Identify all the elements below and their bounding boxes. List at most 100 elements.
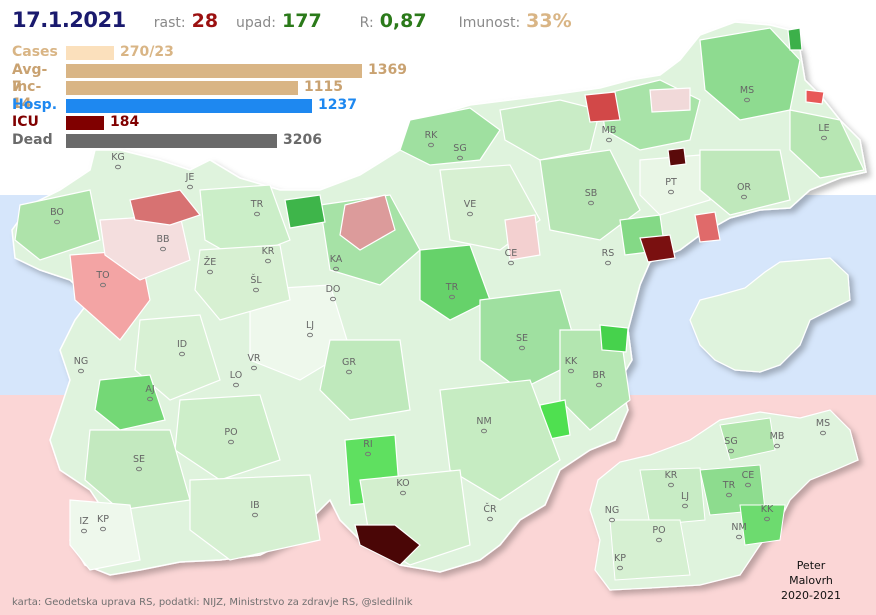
header: 17.1.2021 rast: 28 upad: 177 R: 0,87 Imu…	[12, 8, 572, 34]
main-city-dot	[100, 526, 106, 532]
main-city-dot	[307, 332, 313, 338]
bar-label: Inc-14	[12, 79, 42, 113]
main-city-dot	[606, 137, 612, 143]
region-ormoz	[699, 149, 791, 216]
region-gorje-green	[787, 27, 803, 51]
inset-label: MS	[816, 418, 830, 429]
main-label: KO	[396, 478, 409, 489]
main-label: NG	[74, 356, 88, 367]
date-label: 17.1.2021	[12, 8, 126, 32]
inset-city-dot	[736, 534, 742, 540]
main-city-dot	[508, 260, 514, 266]
main-city-dot	[519, 345, 525, 351]
bar-fill	[66, 98, 312, 113]
main-city-dot	[228, 439, 234, 445]
region-celje-pink	[504, 214, 541, 261]
region-koroska	[499, 99, 601, 161]
main-label: KK	[565, 356, 578, 367]
region-trzic	[284, 194, 326, 229]
main-label: MB	[602, 125, 617, 136]
main-city-dot	[115, 164, 121, 170]
main-label: TR	[250, 199, 264, 210]
inset-city-dot	[609, 517, 615, 523]
inset-region-c	[739, 504, 786, 546]
main-label: TO	[95, 270, 109, 281]
main-city-dot	[457, 155, 463, 161]
main-label: BR	[592, 370, 606, 381]
main-city-dot	[596, 382, 602, 388]
main-city-dot	[254, 211, 260, 217]
region-north-green	[399, 107, 501, 166]
main-label: DO	[326, 284, 341, 295]
inset-label: NM	[731, 522, 746, 533]
upad-label: upad:	[236, 15, 276, 31]
main-city-dot	[333, 266, 339, 272]
inset-label: SG	[724, 436, 737, 447]
region-lendava-red	[805, 89, 825, 105]
main-city-dot	[568, 368, 574, 374]
main-label: ŠL	[250, 274, 262, 286]
main-label: GR	[342, 357, 356, 368]
main-label: RK	[425, 130, 439, 141]
region-ajdovscina	[94, 374, 166, 431]
main-label: IZ	[79, 516, 89, 527]
region-slovenske-konjice-red	[694, 211, 721, 243]
bar-label: Dead	[12, 131, 53, 148]
rast-label: rast:	[153, 15, 186, 31]
region-podcetrtek-dark	[639, 234, 676, 263]
main-label: AJ	[145, 384, 154, 395]
inset-label: TR	[722, 480, 736, 491]
author-block: Peter Malovrh 2020-2021	[778, 558, 844, 603]
region-idrija	[134, 314, 221, 401]
inset-city-dot	[745, 482, 751, 488]
author-line3: 2020-2021	[781, 589, 841, 602]
bar-value: 1369	[368, 61, 407, 78]
region-brezice-green	[599, 324, 629, 353]
main-label: VE	[464, 199, 477, 210]
main-city-dot	[265, 258, 271, 264]
bar-label: Avg-7	[12, 61, 48, 95]
main-city-dot	[253, 287, 259, 293]
inset-label: KP	[614, 553, 626, 564]
main-city-dot	[330, 296, 336, 302]
region-kamnik-pink	[339, 194, 396, 251]
region-maribor-dark	[667, 147, 687, 167]
inset-city-dot	[764, 516, 770, 522]
bar-value: 1237	[318, 96, 357, 113]
bar-label: Hosp.	[12, 96, 58, 113]
bar-fill	[66, 46, 114, 60]
bar-fill	[66, 81, 298, 96]
region-obala	[69, 499, 141, 571]
main-city-dot	[78, 368, 84, 374]
main-city-dot	[187, 184, 193, 190]
inset-city-dot	[726, 492, 732, 498]
bar-fill	[66, 116, 104, 131]
inset-region-a	[719, 417, 776, 461]
region-savinjska	[539, 149, 641, 241]
main-city-dot	[605, 260, 611, 266]
inset-region-d	[639, 467, 706, 526]
main-city-dot	[147, 396, 153, 402]
inset-label: PO	[652, 525, 665, 536]
region-postojna	[174, 394, 281, 481]
inset-city-dot	[668, 482, 674, 488]
region-gornja-radgona	[649, 87, 691, 113]
main-city-dot	[252, 512, 258, 518]
main-city-dot	[588, 200, 594, 206]
credit-text: karta: Geodetska uprava RS, podatki: NIJ…	[12, 597, 413, 608]
main-label: OR	[737, 182, 751, 193]
bar-fill	[66, 133, 277, 148]
main-label: KA	[330, 254, 343, 265]
main-city-dot	[207, 269, 213, 275]
main-label: SE	[516, 333, 528, 344]
main-city-dot	[179, 351, 185, 357]
region-ptuj	[639, 154, 711, 216]
main-label: MS	[740, 85, 754, 96]
main-city-dot	[668, 189, 674, 195]
main-label: PT	[665, 177, 677, 188]
main-label: VR	[247, 353, 260, 364]
bar-value: 1115	[304, 79, 343, 96]
region-grosuplje	[319, 339, 411, 421]
region-radgona-red	[584, 91, 621, 123]
main-city-dot	[428, 142, 434, 148]
